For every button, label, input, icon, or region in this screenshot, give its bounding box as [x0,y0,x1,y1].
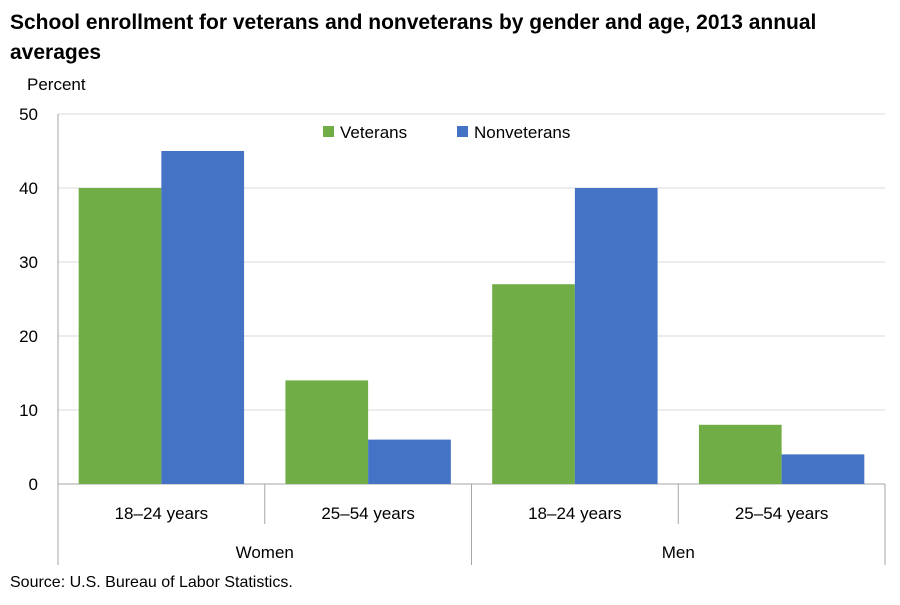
bar-nonveterans-3 [781,454,865,484]
group-label: Women [236,543,294,562]
bar-veterans-3 [698,424,782,484]
legend-label-veterans: Veterans [340,123,407,142]
legend: Veterans Nonveterans [323,123,570,142]
source-note: Source: U.S. Bureau of Labor Statistics. [10,574,293,591]
y-tick-label: 50 [19,105,38,124]
bar-veterans-0 [78,188,162,484]
chart-title: School enrollment for veterans and nonve… [10,11,817,64]
bar-nonveterans-2 [574,188,658,484]
y-tick-label: 0 [29,475,38,494]
bar-veterans-1 [285,380,369,484]
legend-label-nonveterans: Nonveterans [474,123,570,142]
bars [78,151,865,484]
y-tick-label: 20 [19,327,38,346]
y-tick-label: 40 [19,179,38,198]
legend-swatch-nonveterans [457,126,468,137]
bar-veterans-2 [492,284,575,484]
y-axis-label: Percent [27,75,86,94]
legend-swatch-veterans [323,126,334,137]
y-tick-label: 30 [19,253,38,272]
x-tick-label: 25–54 years [321,504,415,523]
axis-labels: 0 10 20 30 40 50 Percent 18–24 years 25–54 years… [19,75,828,562]
x-tick-label: 18–24 years [115,504,209,523]
group-label: Men [662,543,695,562]
x-tick-label: 18–24 years [528,504,622,523]
bar-nonveterans-1 [368,439,451,484]
x-tick-label: 25–54 years [735,504,829,523]
bar-nonveterans-0 [161,151,245,484]
y-tick-label: 10 [19,401,38,420]
